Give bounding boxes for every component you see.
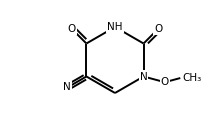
Text: O: O <box>161 77 169 87</box>
Text: N: N <box>140 72 147 82</box>
Text: O: O <box>68 24 76 34</box>
Text: O: O <box>154 24 163 34</box>
Text: N: N <box>64 83 71 93</box>
Text: CH₃: CH₃ <box>182 73 202 83</box>
Text: NH: NH <box>107 22 123 32</box>
